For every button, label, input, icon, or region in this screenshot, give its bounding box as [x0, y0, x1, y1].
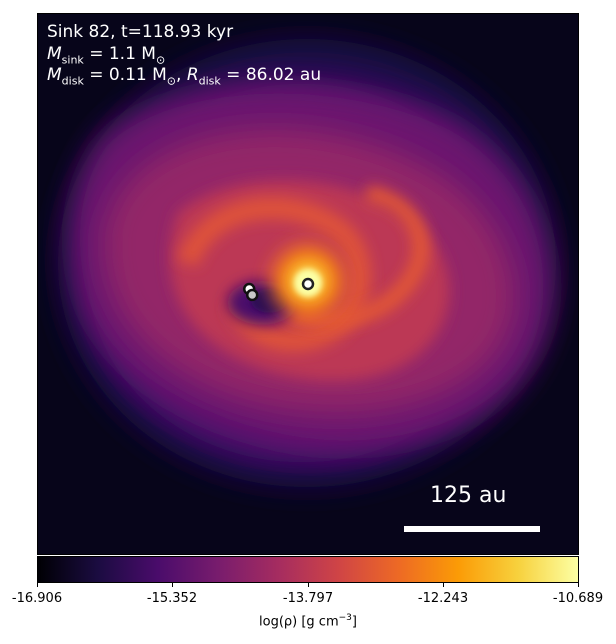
colorbar-label: log(ρ) [g cm−3] — [259, 613, 357, 630]
scale-bar — [404, 526, 540, 532]
colorbar-tick — [308, 583, 309, 587]
sink-mass-annotation: Msink = 1.1 M⊙ — [47, 44, 166, 67]
colorbar-tick-label: -10.689 — [552, 591, 604, 606]
colorbar-tick — [37, 583, 38, 587]
sink-marker-2 — [245, 288, 259, 302]
colorbar-tick-label: -15.352 — [146, 591, 198, 606]
colorbar — [37, 556, 579, 583]
colorbar-tick — [172, 583, 173, 587]
sink-marker-3 — [301, 277, 315, 291]
scale-bar-label: 125 au — [430, 483, 507, 508]
colorbar-tick-label: -13.797 — [282, 591, 334, 606]
colorbar-tick-label: -12.243 — [417, 591, 469, 606]
colorbar-tick — [443, 583, 444, 587]
title-annotation: Sink 82, t=118.93 kyr — [47, 22, 234, 42]
colorbar-tick-label: -16.906 — [11, 591, 63, 606]
colorbar-tick — [578, 583, 579, 587]
disk-annotation: Mdisk = 0.11 M⊙, Rdisk = 86.02 au — [47, 65, 322, 88]
density-map: Sink 82, t=118.93 kyr Msink = 1.1 M⊙ Mdi… — [37, 13, 579, 555]
density-map-image — [38, 14, 578, 554]
